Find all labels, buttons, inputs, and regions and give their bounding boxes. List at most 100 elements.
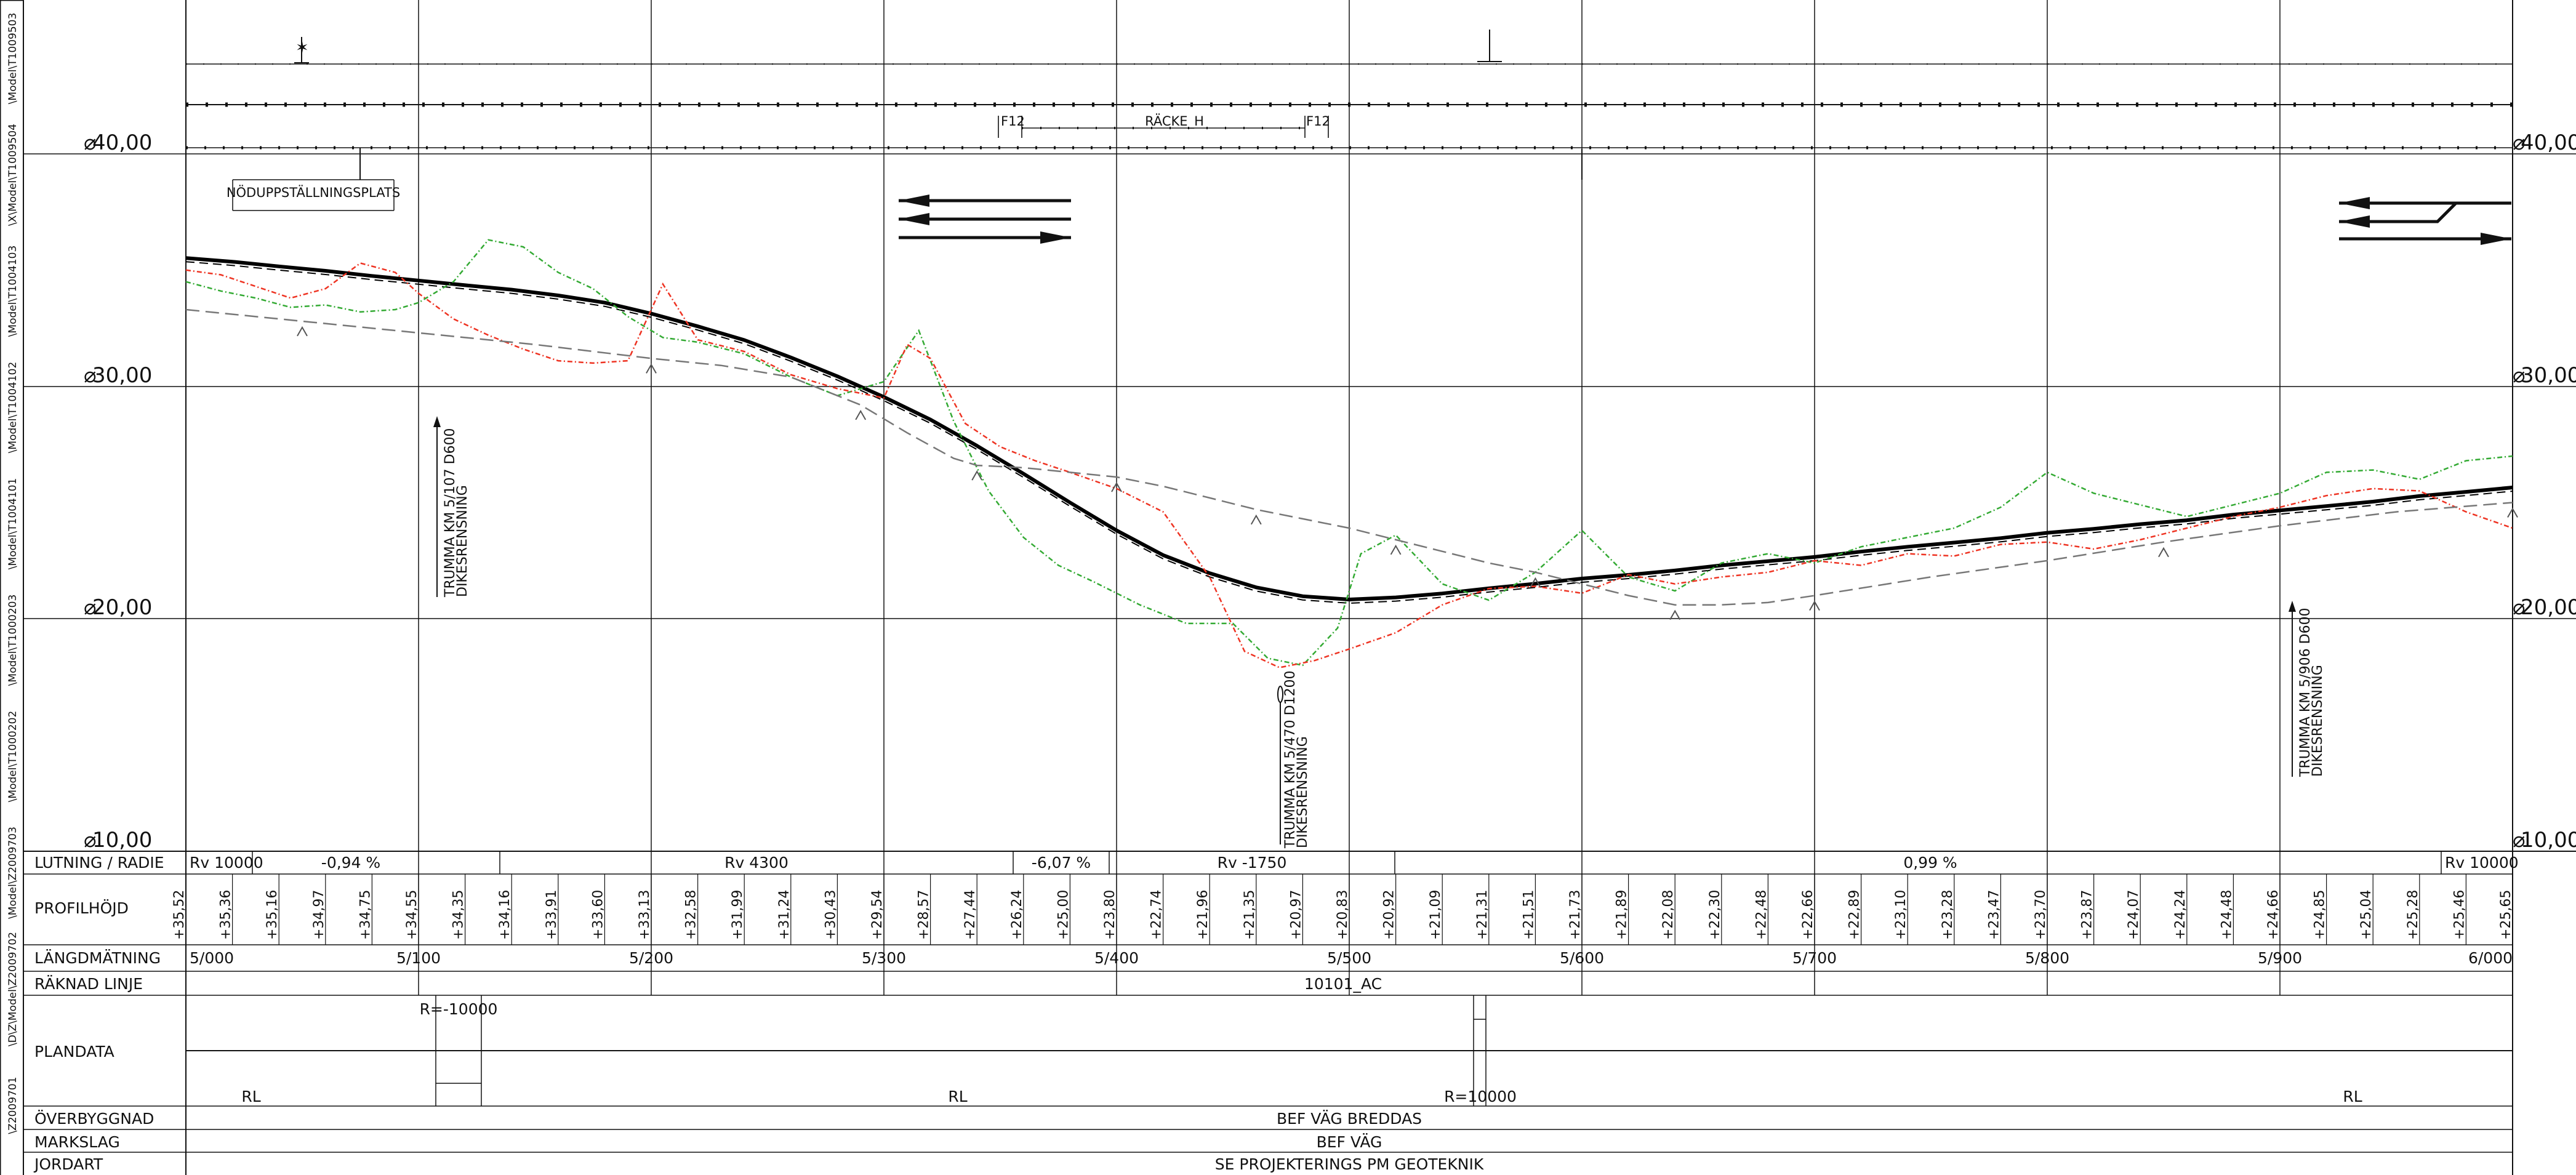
culvert-2-sub: DIKESRENSNING (1295, 736, 1310, 848)
road-profile-line (185, 256, 2513, 601)
langd-value: 5/800 (2025, 949, 2069, 967)
plandata-r-pos: R=10000 (1444, 1088, 1517, 1105)
plandata-diagram: R=-10000 RL RL R=10000 RL (186, 995, 2513, 1106)
lutning-grade-2: -6,07 % (1032, 854, 1091, 872)
profilhojd-value: +33,13 (637, 890, 652, 940)
profilhojd-value: +35,52 (172, 890, 187, 940)
culvert-2-label: TRUMMA KM 5/470 D1200 (1283, 670, 1298, 849)
plandata-rl-1: RL (241, 1088, 260, 1105)
profilhojd-value: +23,10 (1893, 890, 1909, 940)
sidebar-ref: \Z2009701 (7, 1077, 19, 1134)
langd-value: 5/400 (1094, 949, 1139, 967)
langd-value: 5/500 (1327, 949, 1371, 967)
ditch-marker (1250, 514, 1262, 525)
profilhojd-value: +31,99 (730, 890, 745, 940)
plandata-r-neg: R=-10000 (420, 1000, 498, 1018)
profilhojd-value: +35,16 (265, 890, 280, 940)
profilhojd-value: +21,96 (1195, 890, 1211, 940)
profilhojd-value: +24,85 (2313, 890, 2328, 940)
profilhojd-value: +23,47 (1986, 890, 2002, 940)
terrain-line-green (185, 239, 2513, 667)
profilhojd-value: +20,92 (1382, 890, 1397, 940)
culvert-1: TRUMMA KM 5/107 D600 DIKESRENSNING (433, 416, 470, 598)
ditch-marker (1111, 481, 1122, 492)
culvert-2: TRUMMA KM 5/470 D1200 DIKESRENSNING (1277, 670, 1310, 849)
profile-curves (185, 239, 2518, 668)
profilhojd-value: +23,80 (1102, 890, 1118, 940)
row-label-profilhojd: PROFILHÖJD (34, 899, 129, 917)
row-label-lutning: LUTNING / RADIE (34, 854, 164, 872)
profilhojd-value: +24,24 (2173, 890, 2188, 940)
overbyggnad-value: BEF VÄG BREDDAS (1277, 1110, 1422, 1128)
profilhojd-value: +23,87 (2080, 890, 2095, 940)
lane-arrows-left (899, 194, 1071, 244)
profilhojd-value: +34,97 (311, 890, 327, 940)
lutning-rv1750: Rv -1750 (1218, 854, 1287, 872)
elevation-labels-left: 40,00 30,00 20,00 10,00 ⌀ ⌀ ⌀ ⌀ (84, 130, 152, 852)
profilhojd-value: +25,28 (2405, 890, 2421, 940)
profilhojd-value: +20,83 (1335, 890, 1350, 940)
sidebar-ref: \D\Z\Model\Z2009702 (7, 932, 19, 1046)
ditch-marker (1669, 609, 1681, 620)
ditch-marker (2158, 547, 2169, 558)
left-sidebar: \Model\T1009503 \X\Model\T1009504 \Model\T… (0, 0, 24, 1175)
row-label-jordart: JORDART (33, 1155, 103, 1173)
sidebar-ref: \Model\Z2009703 (7, 827, 19, 919)
elev-marker-icon: ⌀ (84, 828, 96, 852)
elev-marker-icon: ⌀ (2513, 130, 2525, 155)
elev-label-10-right: 10,00 (2521, 828, 2576, 852)
lane-arrows-right (2339, 197, 2511, 245)
nodupp-label: NÖDUPPSTÄLLNINGSPLATS (227, 185, 400, 200)
sidebar-ref: \Model\T1009503 (7, 13, 19, 105)
profile-table: LUTNING / RADIE PROFILHÖJD LÄNGDMÄTNING … (23, 851, 2519, 1173)
elev-marker-icon: ⌀ (84, 130, 96, 155)
ditch-marker (1809, 600, 1820, 611)
f12-right-label: F12 (1306, 114, 1330, 129)
profilhojd-value: +21,73 (1568, 890, 1583, 940)
profilhojd-value: +34,35 (451, 890, 467, 940)
elev-label-30-right: 30,00 (2521, 363, 2576, 388)
profilhojd-value: +23,28 (1940, 890, 1956, 940)
elev-label-30: 30,00 (92, 363, 152, 388)
road-profile-edge-line (185, 261, 2513, 604)
lutning-rv10000-right: Rv 10000 (2445, 854, 2519, 872)
langd-value: 5/600 (1560, 949, 1604, 967)
ditch-marker (855, 409, 867, 420)
elevation-labels-right: 40,00 30,00 20,00 10,00 ⌀ ⌀ ⌀ ⌀ (2513, 130, 2576, 852)
elev-marker-icon: ⌀ (2513, 595, 2525, 620)
profilhojd-value: +24,48 (2219, 890, 2234, 940)
elev-label-40-right: 40,00 (2521, 130, 2576, 155)
langd-row: 5/000 5/100 5/200 5/300 5/400 5/500 5/600 5/700… (190, 949, 2513, 967)
profilhojd-value: +33,60 (590, 890, 606, 940)
profilhojd-value: +30,43 (823, 890, 838, 940)
lutning-rv4300: Rv 4300 (724, 854, 788, 872)
elev-label-20-right: 20,00 (2521, 595, 2576, 620)
langd-value: 5/200 (629, 949, 673, 967)
langd-value: 5/000 (190, 949, 234, 967)
culvert-3-label: TRUMMA KM 5/906 D600 (2298, 608, 2313, 777)
langd-value: 5/900 (2258, 949, 2302, 967)
lutning-rv10000-left: Rv 10000 (190, 854, 263, 872)
profilhojd-value: +25,04 (2359, 890, 2374, 940)
ditch-marker (1530, 577, 1541, 588)
elev-marker-icon: ⌀ (2513, 363, 2525, 388)
sidebar-ref: \X\Model\T1009504 (7, 124, 19, 226)
row-label-langd: LÄNGDMÄTNING (34, 949, 161, 967)
profilhojd-value: +21,31 (1475, 890, 1490, 940)
ditch-marker (297, 326, 308, 337)
markslag-value: BEF VÄG (1317, 1133, 1382, 1151)
sidebar-ref: \Model\T1004103 (7, 246, 19, 337)
profilhojd-value: +34,75 (358, 890, 373, 940)
elev-marker-icon: ⌀ (84, 363, 96, 388)
subgrade-line (185, 308, 2513, 606)
ditch-marker (2507, 507, 2518, 518)
profilhojd-value: +24,07 (2126, 890, 2141, 940)
raknad-linje-value: 10101_AC (1304, 975, 1382, 993)
profilhojd-value: +25,00 (1056, 890, 1071, 940)
nodupp-marker: NÖDUPPSTÄLLNINGSPLATS (227, 148, 400, 211)
langd-value: 5/700 (1792, 949, 1837, 967)
langd-value: 6/000 (2468, 949, 2513, 967)
svg-text:✶: ✶ (295, 39, 309, 57)
profilhojd-value: +22,66 (1800, 890, 1816, 940)
